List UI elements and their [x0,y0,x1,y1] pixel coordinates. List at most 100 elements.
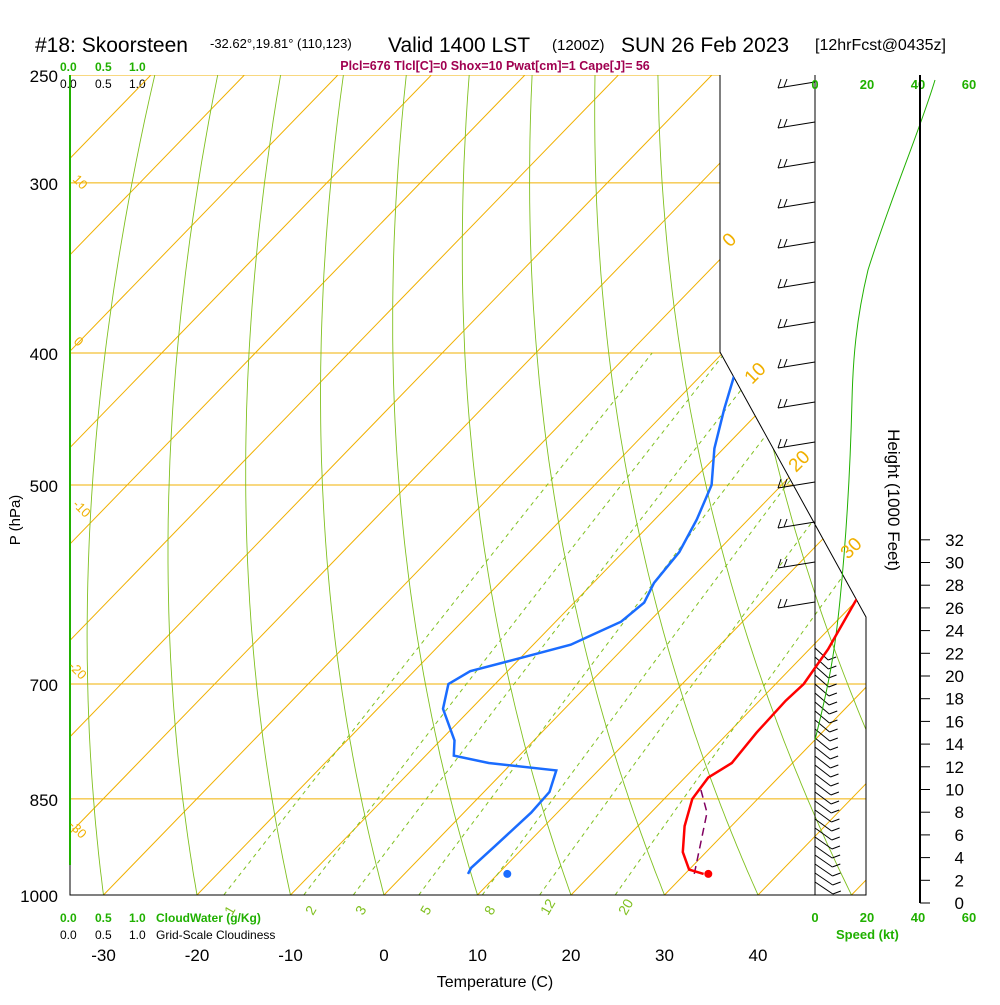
mixing-ratio-label: 5 [417,903,435,918]
valid-zulu: (1200Z) [552,37,605,54]
wind-barb-flag [778,599,781,608]
wind-barb-flag [784,559,787,567]
wind-barb [778,599,815,608]
cloud-bottom2-0: 0.0 [60,928,77,942]
isotherm-label: 0 [71,334,87,350]
wind-barb-flag [833,882,841,885]
wind-barb-flag [778,319,781,328]
wind-barb-flag [830,756,838,759]
mixing-ratio-label: 20 [615,896,637,918]
mixing-ratio-label: 12 [537,896,559,918]
isotherm-line [852,75,1000,895]
height-tick: 4 [955,849,964,868]
wind-barb-flag [829,711,837,714]
cloud-water-label: CloudWater (g/Kg) [156,911,261,925]
wind-barb [778,399,815,408]
speed-tick-bottom-20: 20 [860,910,874,925]
wind-barb [815,702,837,714]
pressure-tick-1000: 1000 [20,887,58,906]
wind-barb-flag [778,439,781,448]
wind-barb-flag [831,792,839,795]
pressure-tick-700: 700 [30,676,58,695]
wind-barb-staff [778,202,815,208]
wind-barb-flag [830,765,838,768]
cloud-bottom2-1: 0.5 [95,928,112,942]
wind-barb [778,319,815,328]
wind-barb-flag [778,359,781,368]
wind-barb-flag [784,439,787,447]
forecast-info: [12hrFcst@0435z] [815,37,946,54]
wind-barb-flag [784,319,787,327]
wind-barb [778,79,815,88]
wind-barb-staff [778,442,815,448]
temperature-tick: 20 [562,946,581,965]
wind-barb-flag [828,666,836,669]
wind-barb-flag [778,79,781,88]
mixing-ratio-line [224,353,652,895]
isotherm-label: 0 [719,229,741,251]
wind-barb-staff [778,82,815,88]
wind-barb-flag [784,359,787,367]
wind-barb-flag [829,693,837,696]
x-axis-title: Temperature (C) [437,974,553,991]
wind-barb-staff [778,602,815,608]
speed-tick-bottom-0: 0 [811,910,818,925]
surface-dewpoint-point [503,870,511,878]
y-axis-title: P (hPa) [7,495,24,546]
height-tick: 0 [955,894,964,913]
wind-barb [815,675,837,687]
wind-barb [778,199,815,208]
speed-tick-bottom-40: 40 [911,910,925,925]
speed-label: Speed (kt) [836,927,899,942]
wind-barb-staff [778,282,815,288]
wind-barb-flag [784,599,787,607]
height-tick: 8 [955,803,964,822]
wind-barb-flag [784,79,787,87]
wind-barb [778,439,815,448]
surface-temperature-point [704,870,712,878]
mixing-ratio-label: 2 [302,903,320,918]
temperature-tick: -20 [185,946,210,965]
wind-barb [778,239,815,248]
wind-barb-flag [784,519,787,527]
wind-barb-flag [829,702,837,705]
height-tick: 10 [945,781,964,800]
cloud-scale-top2-1: 0.5 [95,77,112,91]
wind-barb-flag [778,239,781,248]
isotherm-label: 10 [70,172,91,193]
wind-barb-flag [784,399,787,407]
isotherm-label: 10 [741,359,771,389]
wind-barb-flag [831,783,839,786]
cloud-scale-bottom-1: 0.5 [95,911,112,925]
temperature-tick: -30 [91,946,116,965]
wind-barb [815,738,838,750]
isotherm-label: 20 [785,447,815,477]
wind-barb-staff [778,162,815,168]
cloud-scale-bottom-2: 1.0 [129,911,146,925]
sounding-parameters: Plcl=676 Tlcl[C]=0 Shox=10 Pwat[cm]=1 Ca… [340,59,650,73]
mixing-ratio-line [419,353,829,895]
mixing-ratio-line [353,353,769,895]
cloudiness-label: Grid-Scale Cloudiness [156,928,275,942]
wind-barb-flag [832,828,840,831]
cloud-scale-top-0: 0.0 [60,60,77,74]
wind-barb-flag [784,159,787,167]
dry-adiabat [847,75,1000,895]
cloud-scale-top-2: 1.0 [129,60,146,74]
wind-barb-flag [830,738,838,741]
wind-barb-flag [784,479,787,487]
cloud-bottom2-2: 1.0 [129,928,146,942]
wind-barbs [778,79,841,894]
height-tick: 16 [945,712,964,731]
wind-barb-flag [778,519,781,528]
wind-barb-flag [833,891,841,894]
cloud-scale-bottom-0: 0.0 [60,911,77,925]
mixing-ratio-line [540,353,938,895]
wind-barb-flag [778,279,781,288]
wind-barb-staff [778,402,815,408]
height-tick: 24 [945,622,964,641]
height-tick: 32 [945,531,964,550]
wind-barb-flag [831,819,839,822]
wind-barb-flag [784,199,787,207]
